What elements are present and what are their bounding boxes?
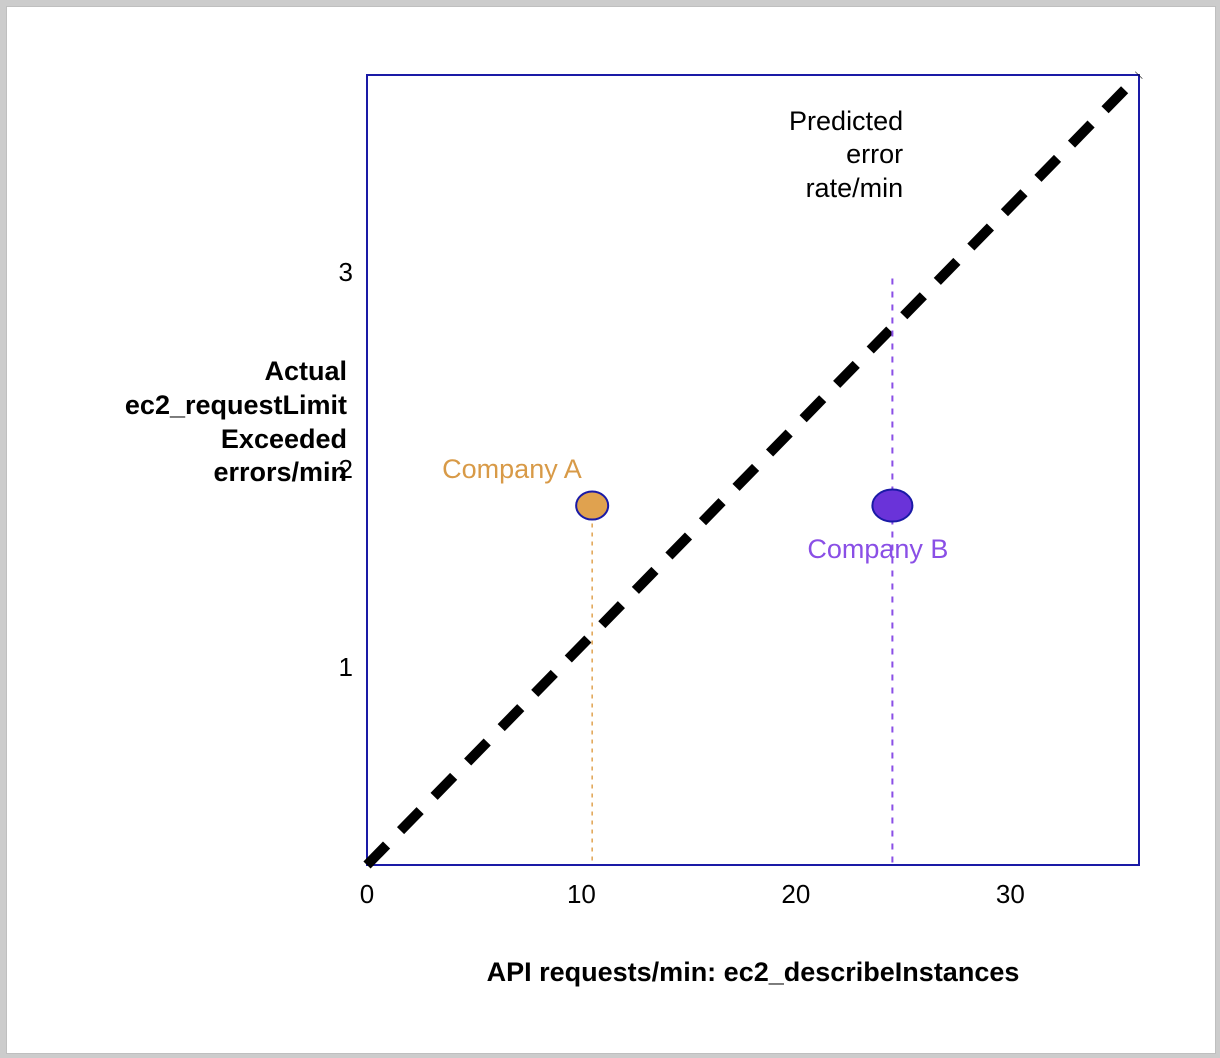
company-b-label: Company B	[807, 534, 948, 565]
company-b-marker	[872, 490, 912, 522]
y-tick-label: 2	[323, 454, 353, 485]
x-tick-label: 30	[990, 879, 1030, 910]
company-a-marker	[576, 492, 608, 520]
x-tick-label: 10	[561, 879, 601, 910]
annotation-line: Predicted	[7, 105, 903, 139]
chart-frame: Actual ec2_requestLimit Exceeded errors/…	[6, 6, 1216, 1054]
annotation-line: rate/min	[7, 172, 903, 206]
annotation-line: error	[7, 138, 903, 172]
x-axis-title: API requests/min: ec2_describeInstances	[367, 957, 1139, 988]
y-tick-label: 1	[323, 652, 353, 683]
company-a-label: Company A	[442, 454, 582, 485]
y-tick-label: 3	[323, 257, 353, 288]
x-tick-label: 20	[776, 879, 816, 910]
predicted-annotation: Predicted error rate/min	[7, 105, 903, 206]
x-tick-label: 0	[347, 879, 387, 910]
